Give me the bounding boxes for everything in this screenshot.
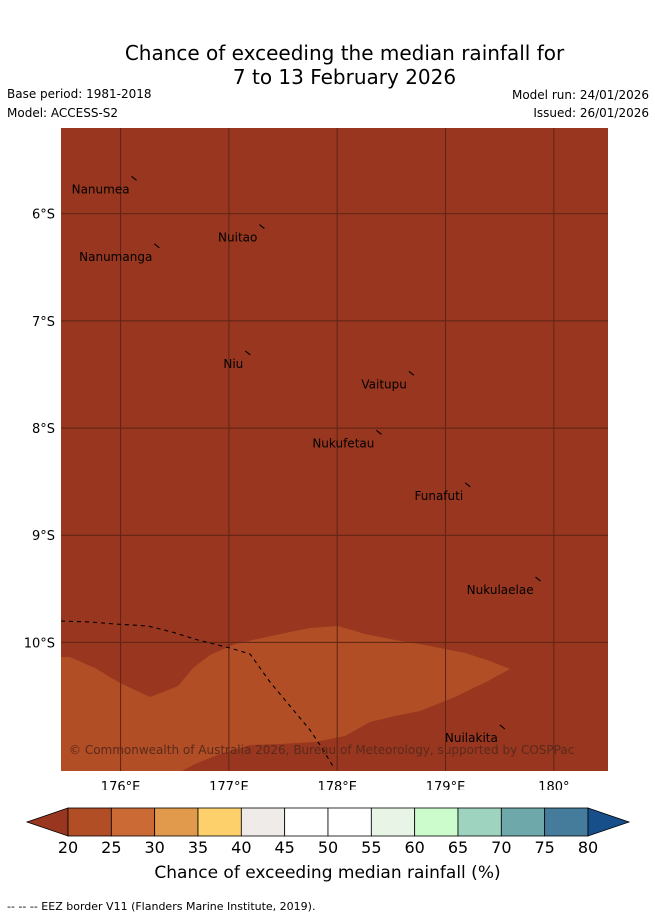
island-markers: Nanumea Nuitao Nanumanga Niu Vaitupu Nukufeta… — [72, 175, 541, 745]
colorbar-tick-labels: 20 25 30 35 40 45 50 55 60 65 70 75 80 — [58, 838, 598, 857]
colorbar-bin-50-55 — [327, 807, 372, 837]
eez-border — [61, 620, 335, 769]
colorbar-bin-35-40 — [197, 807, 242, 837]
colorbar-bin-30-35 — [154, 807, 199, 837]
island-label: Nukufetau — [312, 436, 374, 450]
lat-tick-label: 7°S — [32, 315, 55, 330]
copyright-notice: © Commonwealth of Australia 2026, Bureau… — [69, 743, 574, 757]
lon-tick-label: 176°E — [101, 780, 141, 790]
island-label: Nuilakita — [445, 731, 498, 745]
colorbar-bin-70-75 — [500, 807, 546, 837]
colorbar-tick-label: 40 — [231, 838, 251, 857]
lon-tick-label: 179°E — [426, 780, 466, 790]
map-gridlines — [61, 128, 608, 771]
island-label: Niu — [223, 357, 243, 371]
colorbar-over-arrow — [587, 807, 631, 837]
latitude-tick-labels: 6°S 7°S 8°S 9°S 10°S — [24, 208, 55, 652]
lat-tick-label: 8°S — [32, 422, 55, 437]
eez-border-note: -- -- -- EEZ border V11 (Flanders Marine… — [7, 900, 316, 913]
lon-tick-label: 178°E — [317, 780, 357, 790]
island-label: Nanumea — [72, 182, 130, 196]
island-funafuti: Funafuti — [415, 482, 471, 503]
rainfall-map: Nanumea Nuitao Nanumanga Niu Vaitupu Nukufeta… — [24, 128, 608, 790]
colorbar-bin-45-50 — [284, 807, 329, 837]
island-label: Vaitupu — [361, 377, 407, 391]
island-label: Nukulaelae — [467, 583, 534, 597]
colorbar-label: Chance of exceeding median rainfall (%) — [154, 863, 501, 883]
colorbar-tick-label: 60 — [404, 838, 424, 857]
island-outline — [153, 243, 160, 249]
colorbar-tick-label: 80 — [578, 838, 598, 857]
island-nanumea: Nanumea — [72, 175, 137, 196]
colorbar-tick-label: 65 — [448, 838, 468, 857]
lat-tick-label: 6°S — [32, 208, 55, 223]
colorbar-under-arrow — [25, 807, 69, 837]
colorbar-tick-label: 70 — [491, 838, 511, 857]
lat-tick-label: 9°S — [32, 529, 55, 544]
island-outline — [259, 224, 265, 229]
island-outline — [464, 482, 471, 488]
island-niu: Niu — [223, 350, 251, 371]
colorbar-tick-label: 20 — [58, 838, 78, 857]
chart-title-line-1: Chance of exceeding the median rainfall … — [124, 41, 565, 65]
island-outline — [535, 576, 541, 582]
island-outline — [244, 350, 251, 356]
issued-label: Issued: 26/01/2026 — [533, 106, 649, 120]
colorbar-tick-label: 30 — [144, 838, 164, 857]
colorbar-bin-65-70 — [457, 807, 502, 837]
island-nuitao: Nuitao — [218, 224, 265, 245]
colorbar-tick-label: 35 — [188, 838, 208, 857]
colorbar-tick-label: 55 — [361, 838, 381, 857]
island-outline — [376, 429, 382, 435]
longitude-tick-labels: 176°E 177°E 178°E 179°E 180° — [101, 780, 570, 790]
colorbar-bin-60-65 — [414, 807, 459, 837]
lon-tick-label: 177°E — [209, 780, 249, 790]
island-vaitupu: Vaitupu — [361, 370, 415, 391]
colorbar-tick-label: 75 — [534, 838, 554, 857]
lat-tick-label: 10°S — [24, 636, 55, 651]
island-outline — [499, 724, 506, 730]
island-label: Nuitao — [218, 231, 257, 245]
chart-title-line-2: 7 to 13 February 2026 — [232, 65, 457, 89]
island-nanumanga: Nanumanga — [79, 243, 160, 264]
colorbar-bin-20-25 — [67, 807, 112, 837]
island-outline — [131, 175, 137, 181]
island-nukufetau: Nukufetau — [312, 429, 382, 450]
colorbar-bins — [25, 807, 631, 837]
island-label: Nanumanga — [79, 250, 152, 264]
island-nukulaelae: Nukulaelae — [467, 576, 541, 597]
colorbar-tick-label: 25 — [101, 838, 121, 857]
model-run-label: Model run: 24/01/2026 — [511, 88, 649, 102]
model-label: Model: ACCESS-S2 — [7, 106, 119, 120]
rainfall-area-25-30 — [61, 626, 510, 771]
colorbar-bin-25-30 — [110, 807, 156, 837]
lon-tick-label: 180° — [538, 780, 569, 790]
colorbar-bin-55-60 — [370, 807, 416, 837]
colorbar-bin-75-80 — [544, 807, 589, 837]
colorbar-tick-label: 45 — [274, 838, 294, 857]
colorbar-tick-label: 50 — [318, 838, 338, 857]
island-label: Funafuti — [415, 489, 464, 503]
colorbar-bin-40-45 — [240, 807, 286, 837]
island-outline — [408, 370, 415, 376]
island-nuilakita: Nuilakita — [445, 724, 506, 745]
base-period-label: Base period: 1981-2018 — [7, 87, 152, 101]
